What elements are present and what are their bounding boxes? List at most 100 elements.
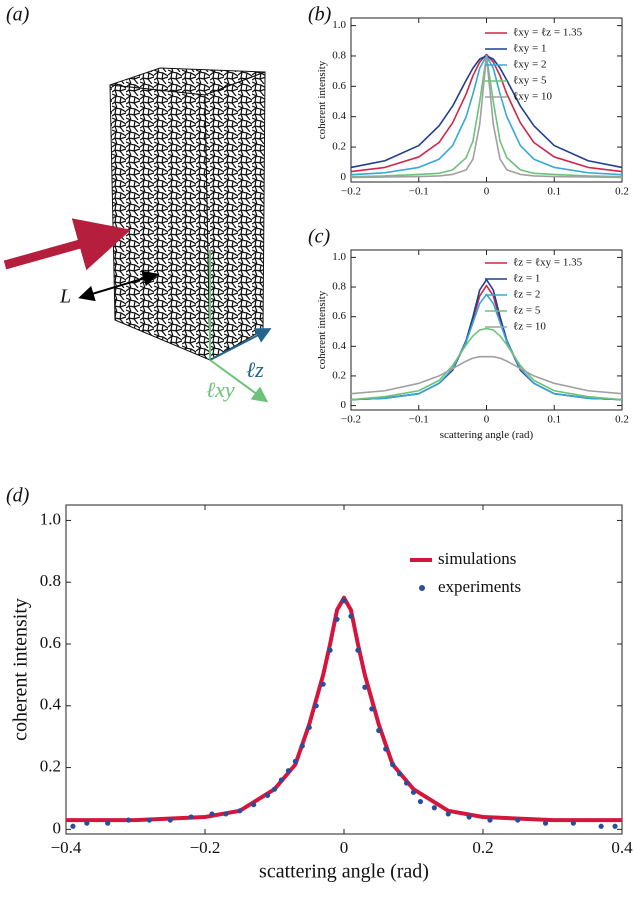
legend-label: ℓz = ℓxy = 1.35 xyxy=(513,257,583,269)
data-point xyxy=(188,814,194,820)
data-point xyxy=(167,817,173,823)
data-point xyxy=(410,789,417,795)
data-point xyxy=(313,703,319,709)
data-point xyxy=(369,706,375,712)
panel-label: (a) xyxy=(6,4,30,26)
data-point xyxy=(376,727,382,734)
series-line xyxy=(350,327,623,401)
legend-label: ℓxy = 10 xyxy=(513,91,552,103)
data-point xyxy=(417,798,424,805)
x-tick-label: −0.1 xyxy=(409,413,429,425)
data-point xyxy=(431,805,437,811)
x-tick-label: 0 xyxy=(340,838,349,857)
series-line xyxy=(350,278,623,401)
panel-label: (b) xyxy=(308,4,332,26)
legend-label: ℓz = 5 xyxy=(513,305,541,317)
data-point xyxy=(341,598,347,604)
data-point xyxy=(285,768,291,774)
y-tick-label: 0.2 xyxy=(40,756,61,775)
series-line xyxy=(350,284,623,401)
data-point xyxy=(403,780,410,786)
x-tick-label: −0.1 xyxy=(409,185,429,197)
y-tick-label: 1.0 xyxy=(332,251,346,263)
y-tick-label: 0.8 xyxy=(332,49,346,61)
y-tick-label: 0.4 xyxy=(40,695,62,714)
y-tick-label: 0.4 xyxy=(332,110,346,122)
x-tick-label: 0.1 xyxy=(547,413,561,425)
legend-label: ℓxy = 1 xyxy=(513,43,546,55)
y-tick-label: 1.0 xyxy=(332,19,346,31)
x-tick-label: 0.4 xyxy=(611,838,633,857)
data-point xyxy=(84,820,90,826)
data-point xyxy=(271,786,278,792)
y-tick-label: 1.0 xyxy=(40,509,61,528)
legend-label: ℓxy = 5 xyxy=(513,75,547,87)
data-point xyxy=(237,808,243,814)
data-point xyxy=(125,817,132,823)
y-tick-label: 0 xyxy=(53,818,62,837)
data-point xyxy=(306,724,312,731)
x-axis-label: scattering angle (rad) xyxy=(440,429,534,441)
data-point xyxy=(397,771,403,777)
thickness-arrow xyxy=(78,270,159,302)
data-point xyxy=(251,802,257,808)
y-tick-label: 0.2 xyxy=(332,369,346,381)
xy-axis-arrow xyxy=(209,359,269,403)
data-point xyxy=(515,817,521,823)
panel-label: (c) xyxy=(308,226,331,248)
x-tick-label: −0.2 xyxy=(341,185,361,197)
data-point xyxy=(598,823,604,829)
data-point xyxy=(383,746,389,752)
y-axis-label: coherent intensity xyxy=(316,60,328,139)
y-tick-label: 0.6 xyxy=(40,633,61,652)
x-tick-label: −0.2 xyxy=(190,838,221,857)
x-tick-label: 0 xyxy=(484,185,490,197)
y-tick-label: 0.2 xyxy=(332,141,346,153)
thickness-label: L xyxy=(59,286,71,308)
data-point xyxy=(355,647,361,653)
series-line xyxy=(350,55,623,169)
legend-label: ℓxy = ℓz = 1.35 xyxy=(513,27,583,39)
legend-marker xyxy=(419,585,425,591)
series-line xyxy=(350,355,623,395)
y-tick-label: 0 xyxy=(341,399,347,411)
xy-label: ℓxy xyxy=(206,377,235,402)
x-tick-label: 0.2 xyxy=(472,838,493,857)
data-point xyxy=(223,811,229,817)
y-axis-label: coherent intensity xyxy=(9,598,31,741)
data-point xyxy=(105,820,111,826)
legend-label: ℓxy = 2 xyxy=(513,59,546,71)
x-tick-label: 0.1 xyxy=(547,185,561,197)
data-point xyxy=(70,823,76,829)
panel-label: (d) xyxy=(6,485,30,507)
z-label: ℓz xyxy=(246,357,264,382)
data-point xyxy=(487,817,493,823)
legend-label: experiments xyxy=(438,577,521,596)
x-tick-label: 0 xyxy=(484,413,490,425)
series-line xyxy=(350,55,623,179)
y-tick-label: 0.8 xyxy=(40,571,61,590)
data-point xyxy=(209,811,215,817)
data-point xyxy=(348,613,354,619)
series-line xyxy=(350,53,623,173)
data-point xyxy=(362,684,368,690)
x-tick-label: −0.4 xyxy=(51,838,82,857)
y-tick-label: 0.6 xyxy=(332,310,346,322)
legend-label: ℓz = 10 xyxy=(513,321,546,333)
legend-label: ℓz = 2 xyxy=(513,289,540,301)
data-point xyxy=(542,820,549,826)
y-axis-label: coherent intensity xyxy=(316,290,328,369)
data-point xyxy=(292,758,298,765)
y-tick-label: 0.4 xyxy=(332,340,346,352)
legend-label: simulations xyxy=(438,549,516,568)
x-tick-label: 0.2 xyxy=(615,413,629,425)
data-point xyxy=(264,792,271,798)
legend-label: ℓz = 1 xyxy=(513,273,540,285)
data-point xyxy=(146,817,152,823)
data-point xyxy=(299,743,305,749)
x-axis-label: scattering angle (rad) xyxy=(259,861,429,883)
data-point xyxy=(334,616,340,622)
data-point xyxy=(327,647,333,653)
data-point xyxy=(570,820,576,826)
